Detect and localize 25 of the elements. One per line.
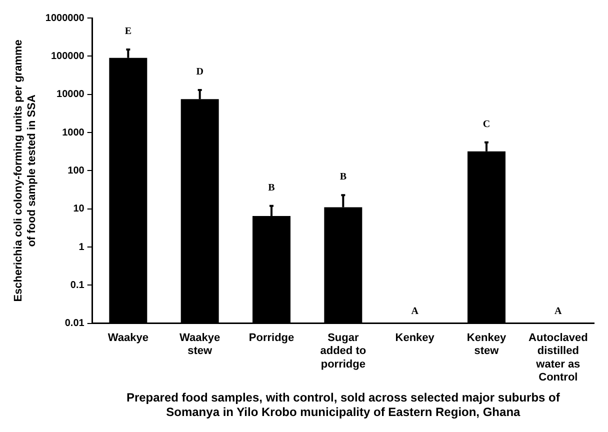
y-tick-label: 10: [73, 204, 85, 215]
y-tick-label: 100000: [50, 50, 85, 62]
y-tick-label: 0.01: [64, 318, 85, 330]
x-tick-label: Sugar added to porridge: [320, 332, 366, 370]
y-tick-label: 1000: [62, 127, 85, 138]
annotation: E: [124, 26, 132, 38]
x-tick-label: Waakye stew: [180, 332, 220, 358]
annotation: D: [196, 66, 204, 78]
y-tick-label: 0.1: [70, 280, 85, 291]
y-tick-label: 1000000: [45, 12, 85, 24]
y-axis-title: Escherichia coli colony-forming units per gramme of food sample tested in SSA: [12, 40, 38, 302]
x-tick-label: Porridge: [248, 332, 294, 344]
x-tick-label: Kenkey: [395, 332, 436, 344]
annotation: A: [411, 306, 420, 317]
y-tick-label: 1: [78, 242, 85, 253]
annotation: B: [340, 172, 347, 183]
x-tick-label: Autoclaved distilled water as Control: [528, 332, 588, 384]
annotation: C: [482, 119, 490, 130]
x-axis-title: Prepared food samples, with control, sold across selected major suburbs of Somanya in Yilo Krobo municipality of Eastern Region, Ghana: [126, 390, 561, 420]
annotation: B: [268, 182, 276, 194]
x-tick-label: Kenkey stew: [466, 332, 507, 358]
y-tick-label: 100: [68, 165, 85, 176]
x-tick-label: Waakye: [108, 332, 148, 344]
annotation: A: [554, 306, 563, 317]
y-tick-label: 10000: [56, 89, 85, 100]
